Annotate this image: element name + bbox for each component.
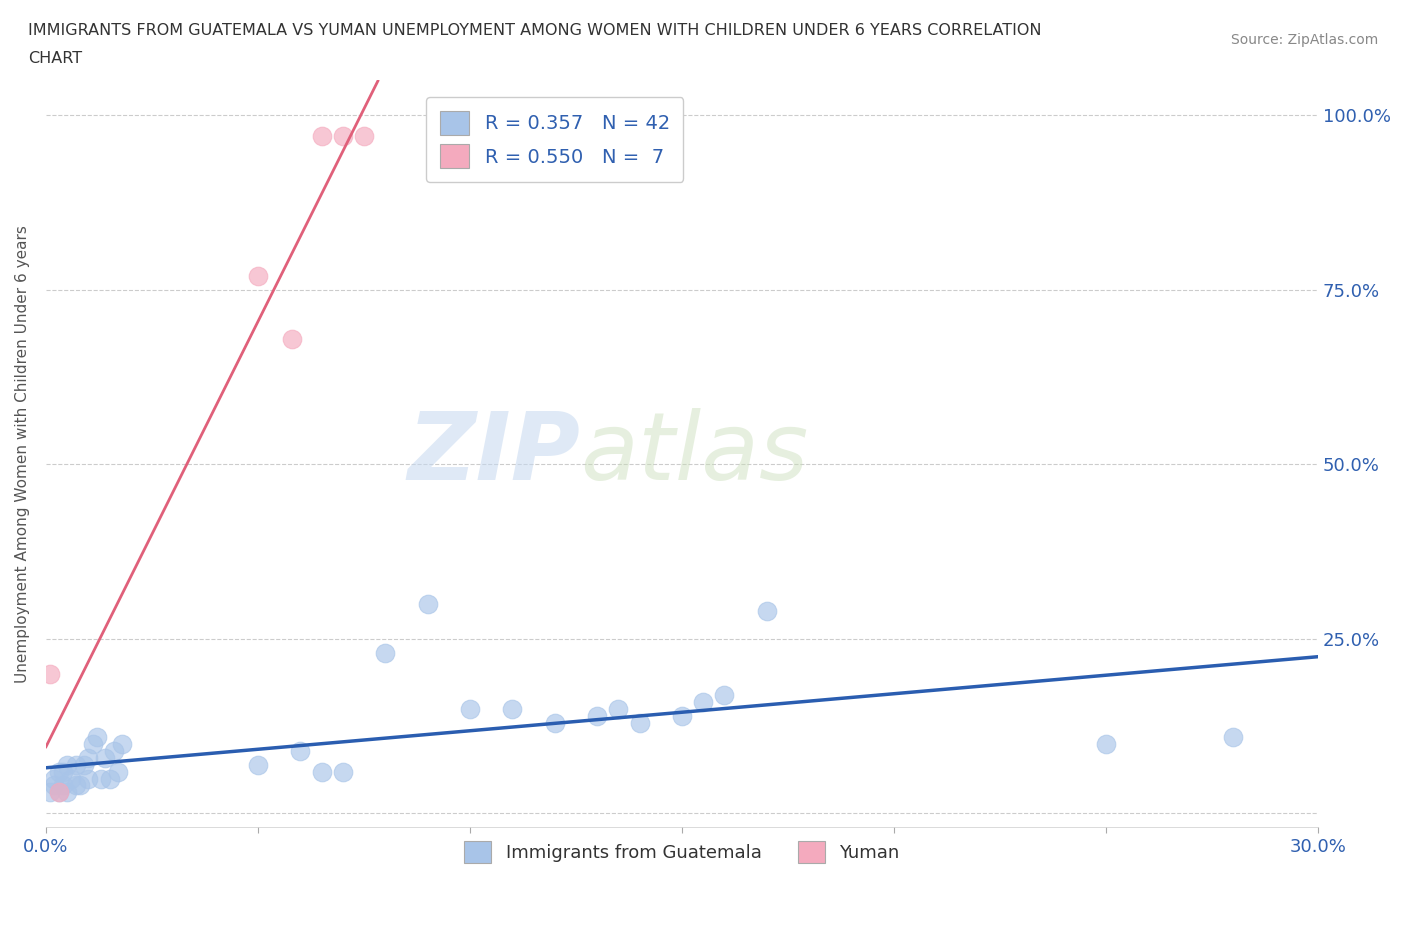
Point — [39, 785, 62, 800]
Y-axis label: Unemployment Among Women with Children Under 6 years: Unemployment Among Women with Children U… — [15, 225, 30, 683]
Point — [65, 778, 87, 793]
Point — [94, 751, 117, 765]
Point — [111, 737, 134, 751]
Text: atlas: atlas — [581, 408, 808, 499]
Point — [48, 785, 70, 800]
Point — [107, 764, 129, 779]
Point — [52, 778, 75, 793]
Text: CHART: CHART — [28, 51, 82, 66]
Point — [332, 764, 354, 779]
Point — [607, 701, 630, 716]
Text: IMMIGRANTS FROM GUATEMALA VS YUMAN UNEMPLOYMENT AMONG WOMEN WITH CHILDREN UNDER : IMMIGRANTS FROM GUATEMALA VS YUMAN UNEMP… — [28, 23, 1042, 38]
Point — [44, 778, 66, 793]
Point — [56, 785, 79, 800]
Point — [501, 701, 523, 716]
Point — [56, 757, 79, 772]
Point — [73, 757, 96, 772]
Text: ZIP: ZIP — [408, 407, 581, 499]
Point — [246, 268, 269, 283]
Point — [52, 764, 75, 779]
Point — [98, 771, 121, 786]
Point — [1222, 729, 1244, 744]
Point — [713, 687, 735, 702]
Point — [77, 751, 100, 765]
Point — [65, 757, 87, 772]
Point — [69, 778, 91, 793]
Point — [586, 709, 609, 724]
Point — [544, 715, 567, 730]
Point — [692, 695, 714, 710]
Point — [311, 128, 333, 143]
Point — [60, 771, 83, 786]
Text: Source: ZipAtlas.com: Source: ZipAtlas.com — [1230, 33, 1378, 46]
Point — [86, 729, 108, 744]
Point — [671, 709, 693, 724]
Point — [353, 128, 375, 143]
Point — [39, 666, 62, 681]
Point — [48, 785, 70, 800]
Point — [103, 743, 125, 758]
Point — [458, 701, 481, 716]
Legend: Immigrants from Guatemala, Yuman: Immigrants from Guatemala, Yuman — [457, 834, 907, 870]
Point — [246, 757, 269, 772]
Point — [290, 743, 312, 758]
Point — [332, 128, 354, 143]
Point — [755, 604, 778, 618]
Point — [1095, 737, 1118, 751]
Point — [82, 737, 104, 751]
Point — [44, 771, 66, 786]
Point — [374, 645, 396, 660]
Point — [416, 596, 439, 611]
Point — [48, 764, 70, 779]
Point — [90, 771, 112, 786]
Point — [311, 764, 333, 779]
Point — [77, 771, 100, 786]
Point — [281, 331, 304, 346]
Point — [628, 715, 651, 730]
